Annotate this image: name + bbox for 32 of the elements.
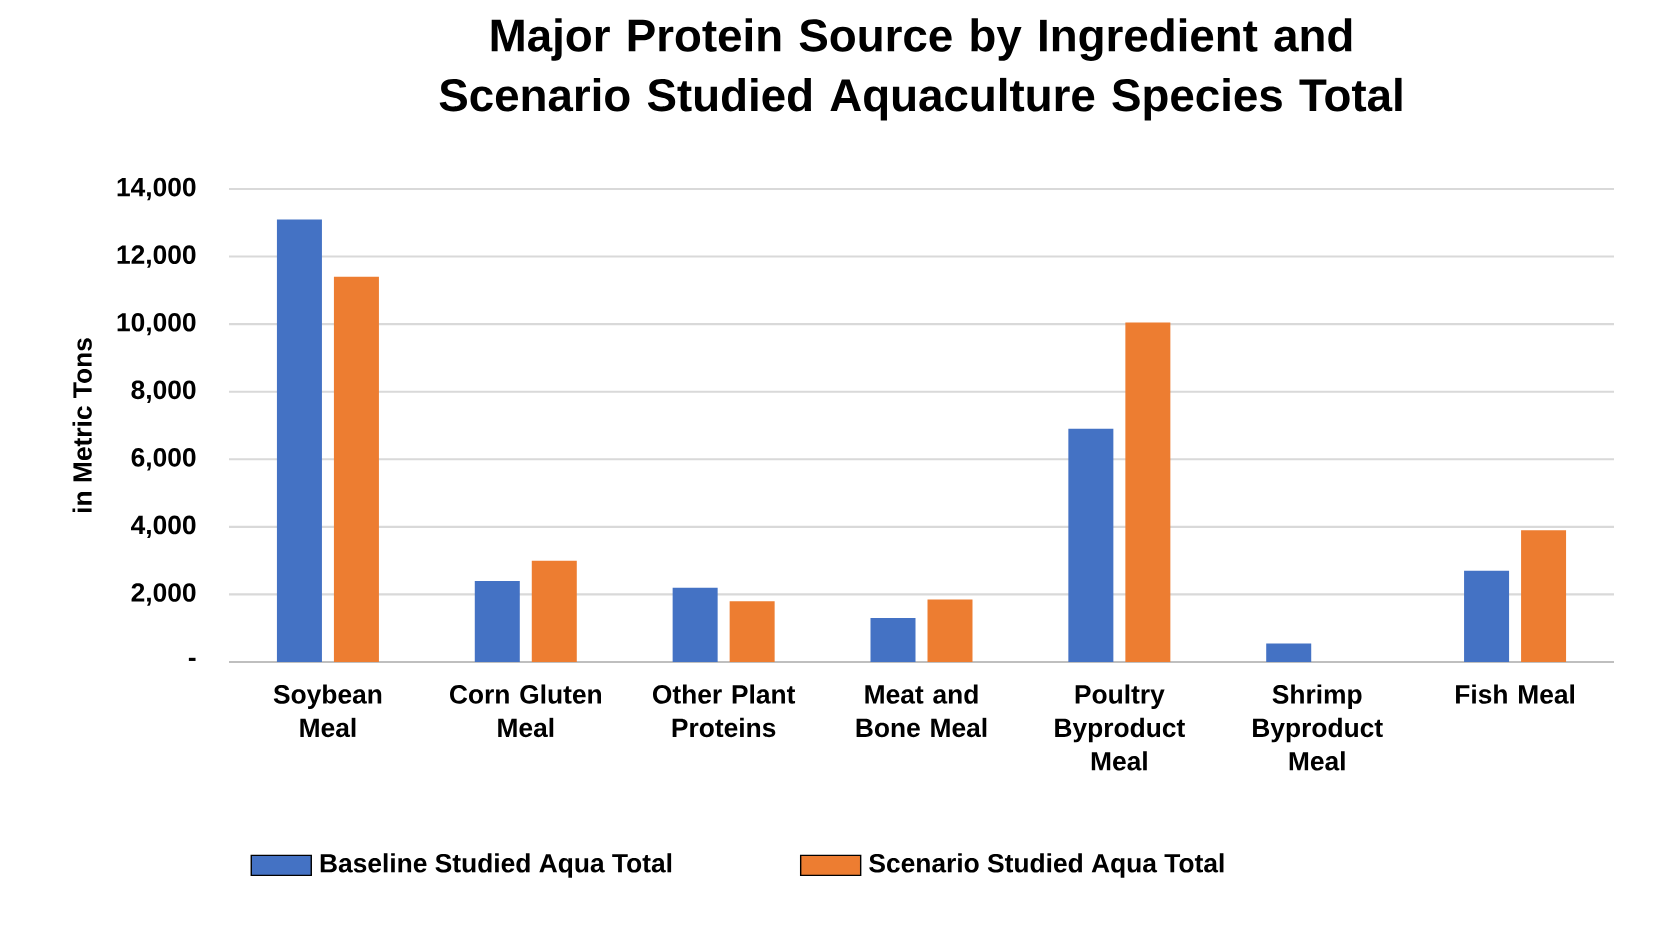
y-tick-label: 14,000 <box>117 177 196 201</box>
y-tick-label: 8,000 <box>131 380 196 403</box>
bar <box>276 219 322 662</box>
bar <box>1068 428 1114 662</box>
chart-title: Major Protein Source by Ingredient and Scenario Studied Aquaculture Species Total <box>439 18 1402 121</box>
y-tick-label: 10,000 <box>117 312 196 336</box>
bar <box>474 580 520 662</box>
bar <box>1521 530 1567 662</box>
bar <box>672 587 718 662</box>
y-tick-label: 2,000 <box>131 583 196 606</box>
bar <box>870 618 916 662</box>
bar <box>927 599 973 662</box>
y-tick-label: 4,000 <box>131 515 196 539</box>
x-tick-label: Fish Meal <box>1456 684 1574 704</box>
x-tick-label: Other Plant Proteins <box>652 684 796 738</box>
bar <box>729 601 775 662</box>
bar <box>531 560 577 662</box>
bar <box>1125 322 1171 662</box>
x-tick-label: Meat and Bone Meal <box>856 684 987 738</box>
x-tick-label: Poultry Byproduct Meal <box>1055 684 1185 771</box>
x-tick-label: Corn Gluten Meal <box>450 684 601 738</box>
bar <box>1464 570 1510 662</box>
x-tick-label: Soybean Meal <box>273 684 382 738</box>
y-tick-label: - <box>188 657 196 661</box>
bar <box>333 276 379 662</box>
y-axis-title: in Metric Tons <box>72 338 92 513</box>
y-tick-label: 6,000 <box>131 448 196 471</box>
x-tick-label: Shrimp Byproduct Meal <box>1253 684 1383 771</box>
legend-label: Scenario Studied Aqua Total <box>869 853 1224 878</box>
y-tick-label: 12,000 <box>117 245 196 268</box>
bar <box>1266 643 1312 662</box>
legend-label: Baseline Studied Aqua Total <box>320 853 672 878</box>
